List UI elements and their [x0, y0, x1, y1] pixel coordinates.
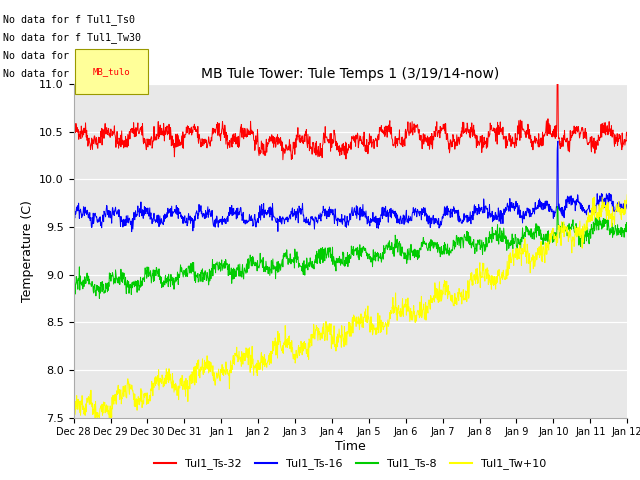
Tul1_Ts-16 [193, 210, 201, 216]
Tul1_Ts-8 [193, 273, 201, 279]
Tul1_Ts-16 [554, 138, 562, 144]
Tul1_Tw+10 [180, 383, 188, 389]
Tul1_Ts-16 [128, 229, 136, 235]
Tul1_Ts-32 [554, 72, 561, 78]
Text: No data for f Tul1_Tw50: No data for f Tul1_Tw50 [3, 50, 141, 61]
Tul1_Ts-16 [180, 220, 188, 226]
Tul1_Tw+10 [509, 247, 516, 252]
Tul1_Ts-8 [70, 293, 77, 299]
Tul1_Tw+10 [193, 364, 201, 370]
Title: MB Tule Tower: Tule Temps 1 (3/19/14-now): MB Tule Tower: Tule Temps 1 (3/19/14-now… [201, 68, 500, 82]
Tul1_Ts-32 [70, 132, 77, 137]
Tul1_Ts-16 [255, 215, 263, 221]
Line: Tul1_Ts-32: Tul1_Ts-32 [74, 75, 627, 160]
Line: Tul1_Ts-8: Tul1_Ts-8 [74, 206, 627, 299]
Tul1_Ts-32 [255, 150, 262, 156]
Tul1_Ts-8 [558, 224, 566, 230]
Legend: Tul1_Ts-32, Tul1_Ts-16, Tul1_Ts-8, Tul1_Tw+10: Tul1_Ts-32, Tul1_Ts-16, Tul1_Ts-8, Tul1_… [150, 454, 551, 474]
Tul1_Ts-32 [279, 157, 287, 163]
Tul1_Ts-32 [179, 145, 187, 151]
Tul1_Ts-16 [509, 205, 516, 211]
Tul1_Ts-8 [436, 252, 444, 258]
Tul1_Ts-16 [436, 218, 444, 224]
Text: No data for f Tul1_Tw100: No data for f Tul1_Tw100 [3, 68, 147, 79]
Line: Tul1_Ts-16: Tul1_Ts-16 [74, 141, 627, 232]
Tul1_Ts-32 [509, 141, 516, 147]
Tul1_Ts-16 [558, 213, 566, 218]
Text: MB_tulo: MB_tulo [93, 67, 131, 76]
Tul1_Ts-8 [255, 265, 263, 271]
Tul1_Ts-32 [193, 129, 200, 134]
Tul1_Ts-8 [95, 296, 103, 301]
Tul1_Ts-16 [623, 200, 631, 206]
Tul1_Tw+10 [92, 421, 99, 427]
X-axis label: Time: Time [335, 440, 366, 453]
Tul1_Tw+10 [70, 410, 77, 416]
Text: No data for f Tul1_Ts0: No data for f Tul1_Ts0 [3, 13, 135, 24]
Tul1_Ts-32 [558, 135, 566, 141]
Tul1_Tw+10 [255, 367, 263, 372]
Tul1_Ts-32 [436, 130, 444, 136]
Tul1_Ts-16 [70, 211, 77, 217]
Text: No data for f Tul1_Tw30: No data for f Tul1_Tw30 [3, 32, 141, 43]
Y-axis label: Temperature (C): Temperature (C) [20, 200, 34, 302]
Line: Tul1_Tw+10: Tul1_Tw+10 [74, 195, 627, 424]
Tul1_Ts-8 [554, 204, 561, 209]
Tul1_Tw+10 [436, 294, 444, 300]
Tul1_Ts-8 [180, 269, 188, 275]
Tul1_Tw+10 [558, 219, 566, 225]
Tul1_Tw+10 [623, 192, 631, 198]
Tul1_Ts-8 [623, 224, 631, 229]
Tul1_Ts-8 [509, 246, 516, 252]
Tul1_Ts-32 [623, 131, 631, 136]
